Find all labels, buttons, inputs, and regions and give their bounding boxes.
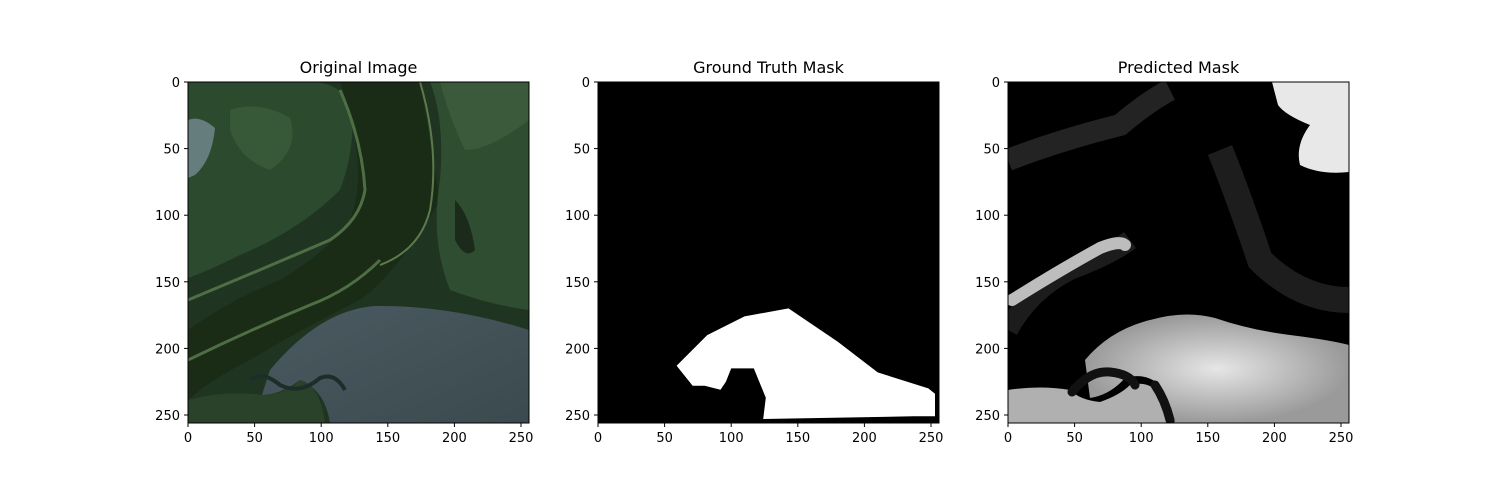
x-tick-label: 0 — [1004, 431, 1012, 446]
axes-frame — [597, 81, 940, 424]
x-tick-label: 200 — [442, 431, 467, 446]
x-tick-label: 200 — [1262, 431, 1287, 446]
x-tick-label: 0 — [184, 431, 192, 446]
panel-title: Ground Truth Mask — [693, 58, 845, 77]
y-tick-label: 100 — [975, 209, 1000, 224]
mask-image — [598, 82, 939, 423]
y-tick-group: 0 50 100 150 200 250 — [155, 76, 188, 424]
y-tick-label: 150 — [565, 276, 590, 291]
panel-original-image: Original Image 0 50 100 150 200 250 0 50 100 150… — [155, 58, 533, 446]
y-tick-label: 0 — [992, 76, 1000, 91]
panel-title: Original Image — [300, 58, 418, 77]
x-tick-label: 250 — [509, 431, 534, 446]
x-tick-label: 150 — [785, 431, 810, 446]
x-tick-label: 150 — [1195, 431, 1220, 446]
y-tick-label: 200 — [565, 342, 590, 357]
y-tick-group: 0 50 100 150 200 250 — [975, 76, 1008, 424]
panel-title: Predicted Mask — [1118, 58, 1240, 77]
x-tick-label: 0 — [594, 431, 602, 446]
satellite-image — [188, 82, 529, 423]
x-tick-label: 50 — [1066, 431, 1083, 446]
x-tick-label: 100 — [309, 431, 334, 446]
panel-predicted-mask: Predicted Mask 0 50 100 150 200 250 0 50 100 150… — [975, 58, 1353, 446]
x-tick-label: 150 — [375, 431, 400, 446]
x-tick-label: 100 — [719, 431, 744, 446]
panel-ground-truth-mask: Ground Truth Mask 0 50 100 150 200 250 0 50 100… — [565, 58, 943, 446]
y-tick-label: 50 — [163, 143, 180, 158]
y-tick-label: 100 — [155, 209, 180, 224]
y-tick-group: 0 50 100 150 200 250 — [565, 76, 598, 424]
y-tick-label: 50 — [573, 143, 590, 158]
y-tick-label: 0 — [172, 76, 180, 91]
predicted-mask-image — [1008, 82, 1349, 423]
x-tick-group: 0 50 100 150 200 250 — [594, 423, 944, 446]
y-tick-label: 250 — [975, 409, 1000, 424]
ground-truth-region — [676, 308, 935, 419]
y-tick-label: 100 — [565, 209, 590, 224]
y-tick-label: 150 — [155, 276, 180, 291]
y-tick-label: 200 — [155, 342, 180, 357]
y-tick-label: 150 — [975, 276, 1000, 291]
y-tick-label: 50 — [983, 143, 1000, 158]
y-tick-label: 200 — [975, 342, 1000, 357]
x-tick-label: 50 — [656, 431, 673, 446]
y-tick-label: 250 — [155, 409, 180, 424]
x-tick-label: 250 — [919, 431, 944, 446]
x-tick-label: 200 — [852, 431, 877, 446]
x-tick-label: 50 — [246, 431, 263, 446]
x-tick-group: 0 50 100 150 200 250 — [184, 423, 534, 446]
x-tick-group: 0 50 100 150 200 250 — [1004, 423, 1354, 446]
y-tick-label: 250 — [565, 409, 590, 424]
x-tick-label: 250 — [1329, 431, 1354, 446]
y-tick-label: 0 — [582, 76, 590, 91]
x-tick-label: 100 — [1129, 431, 1154, 446]
axes-frame — [1007, 81, 1350, 424]
axes-frame — [187, 81, 530, 424]
